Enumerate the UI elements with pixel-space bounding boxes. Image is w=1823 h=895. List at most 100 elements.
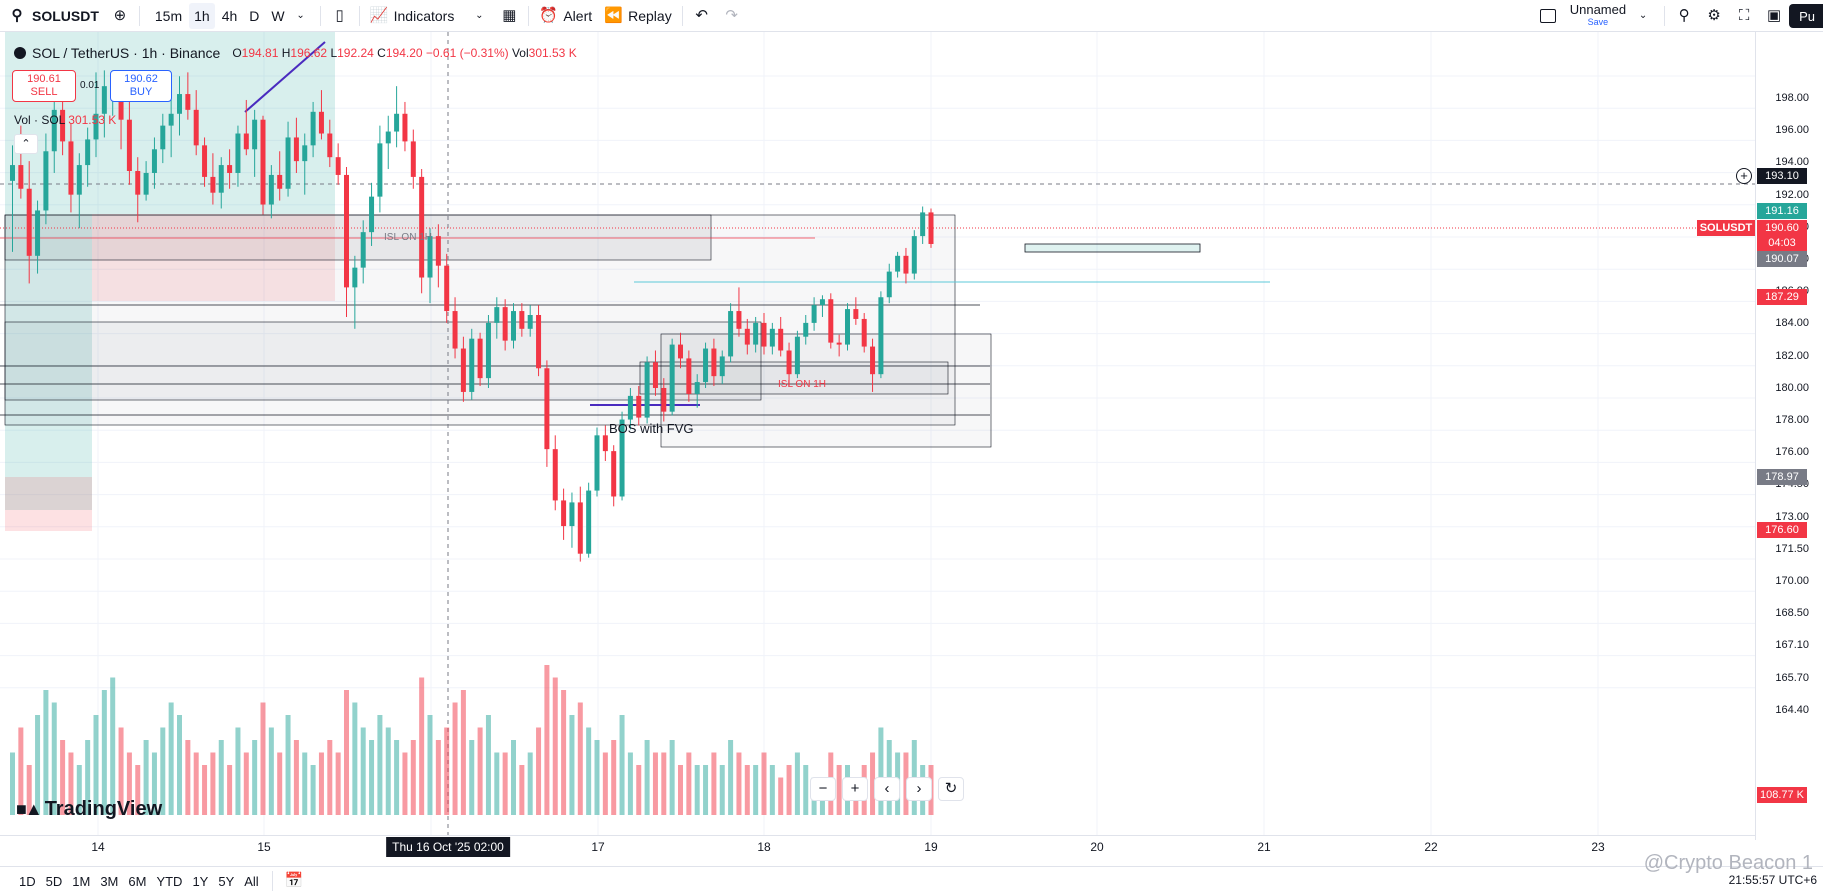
candle-body <box>895 255 901 272</box>
candle-body <box>18 165 24 189</box>
volume-bar <box>185 740 191 815</box>
timeframe-4h[interactable]: 4h <box>221 7 238 24</box>
timeframe-d[interactable]: D <box>249 7 260 24</box>
replay-button[interactable]: ⏪ Replay <box>598 0 678 32</box>
price-tag-191: 191.16 <box>1757 203 1807 219</box>
candle-body <box>243 133 249 150</box>
candle-body <box>35 210 41 256</box>
save-layout[interactable]: Unnamed Save <box>1562 3 1634 29</box>
candle-body <box>360 232 366 268</box>
calendar-icon[interactable]: 📅 <box>284 872 304 889</box>
publish-button[interactable]: Pu <box>1789 4 1823 28</box>
timeframe-1h[interactable]: 1h <box>189 2 215 29</box>
range-3m[interactable]: 3M <box>100 873 119 889</box>
crosshair-add-icon[interactable]: + <box>1736 168 1752 184</box>
clock-display[interactable]: 21:55:57 UTC+6 <box>1728 873 1817 887</box>
snapshot-button[interactable]: ▣ <box>1759 0 1789 32</box>
candle-body <box>151 149 157 173</box>
volume-bar <box>711 752 717 815</box>
bos-fvg-label: BOS with FVG <box>609 421 694 436</box>
range-6m[interactable]: 6M <box>128 873 147 889</box>
sell-price: 190.61 <box>27 73 61 85</box>
volume-bar <box>335 752 341 815</box>
buy-button[interactable]: 190.62 BUY <box>110 70 172 102</box>
volume-bar <box>43 690 49 815</box>
zoom-controls: − + ‹ › ↻ <box>810 777 964 801</box>
volume-bar <box>243 752 249 815</box>
indicators-button[interactable]: 📈 Indicators ⌄ <box>364 0 495 32</box>
candle-body <box>344 174 349 288</box>
chevron-down-icon[interactable]: ⌄ <box>296 9 305 21</box>
scroll-right-button[interactable]: › <box>906 777 932 801</box>
volume-bar <box>360 727 366 815</box>
volume-bar <box>135 765 141 815</box>
price-chart[interactable] <box>0 32 1755 835</box>
compare-button[interactable]: ⊕ <box>105 0 135 32</box>
candle-body <box>845 309 850 345</box>
volume-legend: Vol · SOL 301.53 K <box>14 113 116 127</box>
candle-body <box>485 322 491 379</box>
time-axis-label: 14 <box>91 840 105 854</box>
quick-search-button[interactable]: ⚲ <box>1669 0 1699 32</box>
divider <box>528 5 530 26</box>
volume-bar <box>678 765 683 815</box>
candle-body <box>594 435 600 491</box>
fullscreen-icon: ⛶ <box>1738 7 1750 24</box>
range-5y[interactable]: 5Y <box>218 873 235 889</box>
reset-chart-button[interactable]: ↻ <box>938 777 964 801</box>
symbol-search[interactable]: ⚲ SOLUSDT <box>0 0 105 32</box>
volume-bar <box>736 752 742 815</box>
volume-bar <box>218 740 224 815</box>
candle-body <box>402 113 408 142</box>
range-1m[interactable]: 1M <box>72 873 91 889</box>
scroll-left-button[interactable]: ‹ <box>874 777 900 801</box>
volume-bar <box>460 690 466 815</box>
undo-button[interactable]: ↶ <box>687 0 717 32</box>
candle-body <box>43 151 49 211</box>
volume-bar <box>519 765 525 815</box>
settings-button[interactable]: ⚙ <box>1699 0 1729 32</box>
isl-label-2: ISL ON 1H <box>778 379 826 390</box>
alert-button[interactable]: ⏰ Alert <box>533 0 598 32</box>
candle-body <box>369 196 375 233</box>
range-1d[interactable]: 1D <box>19 873 36 889</box>
range-5d[interactable]: 5D <box>45 873 63 889</box>
chart-type-button[interactable]: ▯ <box>325 0 355 32</box>
volume-bar <box>385 727 391 815</box>
zoom-out-button[interactable]: − <box>810 777 836 801</box>
price-axis-label: 176.00 <box>1775 446 1809 459</box>
candle-body <box>51 109 57 152</box>
candle-body <box>185 94 191 110</box>
solana-logo-icon <box>14 47 26 59</box>
price-axis-label: 178.00 <box>1775 414 1809 426</box>
chevron-down-icon[interactable]: ⌄ <box>1638 10 1648 21</box>
templates-button[interactable]: ▦ <box>494 0 524 32</box>
price-axis[interactable]: 198.00196.00194.00192.00190.00188.00186.… <box>1755 32 1823 840</box>
range-1y[interactable]: 1Y <box>192 873 209 889</box>
price-axis-label: 165.70 <box>1775 671 1809 684</box>
time-axis[interactable]: 14 15 17 18 19 20 21 22 23 Thu 16 Oct '25 02:00 <box>0 835 1755 857</box>
zoom-in-button[interactable]: + <box>842 777 868 801</box>
volume-bar <box>427 715 433 815</box>
candle-body <box>761 322 767 347</box>
price-axis-label: 167.10 <box>1775 639 1809 652</box>
candle-body <box>661 387 667 412</box>
range-ytd[interactable]: YTD <box>156 873 183 889</box>
candle-body <box>911 236 917 274</box>
collapse-legend-button[interactable]: ⌃ <box>14 134 38 154</box>
candle-body <box>636 395 642 418</box>
layout-button[interactable] <box>1534 0 1562 32</box>
candle-body <box>60 109 66 142</box>
chart-pane[interactable] <box>0 32 1823 895</box>
candle-body <box>527 315 533 329</box>
redo-button[interactable]: ↷ <box>717 0 747 32</box>
price-axis-label: 184.00 <box>1775 317 1809 330</box>
sell-button[interactable]: 190.61 SELL <box>12 70 76 102</box>
volume-bar <box>402 752 408 815</box>
range-all[interactable]: All <box>244 873 259 889</box>
fullscreen-button[interactable]: ⛶ <box>1729 0 1759 32</box>
volume-bar <box>293 740 299 815</box>
timeframe-15m[interactable]: 15m <box>154 7 183 24</box>
volume-bar <box>35 715 41 815</box>
timeframe-w[interactable]: W <box>271 7 285 24</box>
